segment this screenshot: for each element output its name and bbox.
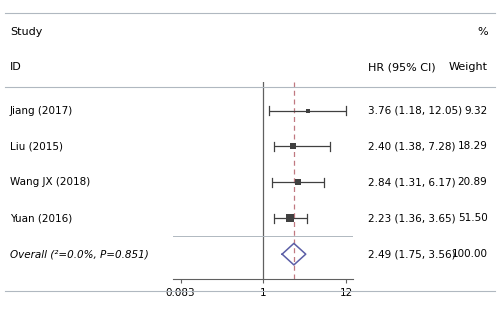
Text: ID: ID	[10, 62, 22, 73]
Text: 2.23 (1.36, 3.65): 2.23 (1.36, 3.65)	[368, 213, 455, 223]
Text: 2.49 (1.75, 3.56): 2.49 (1.75, 3.56)	[368, 249, 455, 259]
Text: Jiang (2017): Jiang (2017)	[10, 106, 73, 116]
Text: Yuan (2016): Yuan (2016)	[10, 213, 72, 223]
Text: 2.40 (1.38, 7.28): 2.40 (1.38, 7.28)	[368, 142, 455, 152]
Text: 100.00: 100.00	[452, 249, 488, 259]
Text: HR (95% CI): HR (95% CI)	[368, 62, 435, 73]
Text: Liu (2015): Liu (2015)	[10, 142, 63, 152]
Text: Overall (²=0.0%, P=0.851): Overall (²=0.0%, P=0.851)	[10, 249, 149, 259]
Text: 20.89: 20.89	[458, 178, 488, 187]
Text: Wang JX (2018): Wang JX (2018)	[10, 178, 90, 187]
Text: %: %	[477, 27, 488, 37]
Text: Weight: Weight	[448, 62, 488, 73]
Text: 51.50: 51.50	[458, 213, 488, 223]
Text: 2.84 (1.31, 6.17): 2.84 (1.31, 6.17)	[368, 178, 455, 187]
Text: Study: Study	[10, 27, 42, 37]
Text: 9.32: 9.32	[464, 106, 487, 116]
Text: 18.29: 18.29	[458, 142, 488, 152]
Text: 3.76 (1.18, 12.05): 3.76 (1.18, 12.05)	[368, 106, 462, 116]
